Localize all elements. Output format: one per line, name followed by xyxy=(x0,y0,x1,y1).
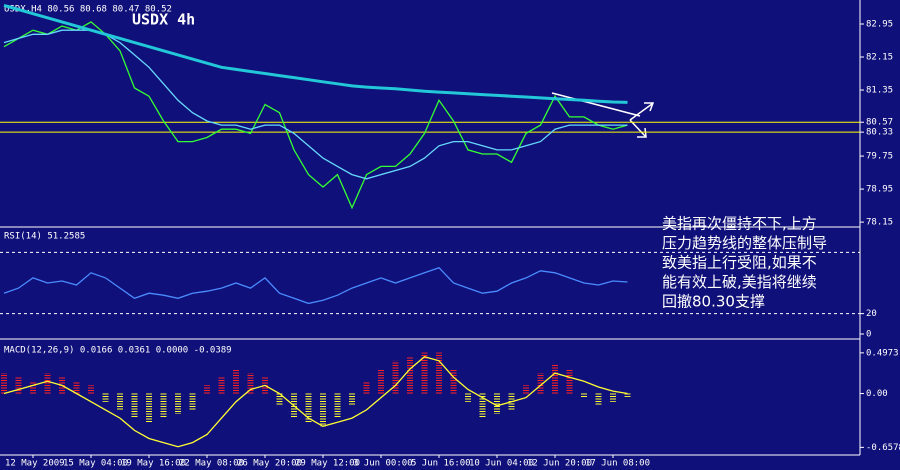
annotation: 压力趋势线的整体压制导 xyxy=(662,234,827,252)
annotation: 美指再次僵持不下,上方 xyxy=(662,215,817,233)
annotation: 回撤80.30支撑 xyxy=(662,293,765,311)
annotation: 能有效上破,美指将继续 xyxy=(662,273,817,291)
y-tick-label: 78.15 xyxy=(866,218,893,228)
x-tick-label: 26 May 20:00 xyxy=(237,459,302,469)
x-tick-label: 19 May 16:00 xyxy=(121,459,186,469)
trendline xyxy=(551,92,655,138)
x-tick-label: 15 May 04:00 xyxy=(63,459,128,469)
x-tick-label: 29 May 12:00 xyxy=(295,459,360,469)
annotation: 致美指上行受阻,如果不 xyxy=(662,254,817,272)
y-tick-label: 79.75 xyxy=(866,152,893,162)
x-tick-label: 5 Jun 16:00 xyxy=(411,459,471,469)
series-line xyxy=(3,355,628,448)
y-tick-label: 78.95 xyxy=(866,185,893,195)
y-tick-label: 81.35 xyxy=(866,86,893,96)
x-tick-label: 17 Jun 08:00 xyxy=(585,459,650,469)
x-tick-label: 12 May 2009 xyxy=(5,459,65,469)
y-tick-label: 0.4973 xyxy=(866,348,899,358)
rsi-title: RSI(14) 51.2585 xyxy=(4,232,85,242)
y-tick-label: 0.00 xyxy=(866,389,888,399)
macd-title: MACD(12,26,9) 0.0166 0.0361 0.0000 -0.03… xyxy=(4,346,232,356)
price-title: USDX,H4 80.56 80.68 80.47 80.52 xyxy=(4,5,172,15)
series-line xyxy=(3,21,628,210)
x-tick-label: 12 Jun 20:00 xyxy=(527,459,592,469)
y-tick-label: 80.33 xyxy=(866,128,893,138)
series-line xyxy=(3,3,628,104)
x-tick-label: 3 Jun 00:00 xyxy=(353,459,413,469)
y-tick-label: 82.95 xyxy=(866,19,893,29)
series-line xyxy=(3,266,628,305)
y-tick-label: 80.57 xyxy=(866,118,893,128)
frame xyxy=(0,0,861,456)
y-tick-label: -0.6578 xyxy=(866,443,900,453)
symbol-label: USDX 4h xyxy=(132,11,195,29)
x-tick-label: 10 Jun 04:00 xyxy=(469,459,534,469)
y-tick-label: 82.15 xyxy=(866,53,893,63)
y-tick-label: 20 xyxy=(866,309,877,319)
y-tick-label: 0 xyxy=(866,330,871,340)
x-tick-label: 22 May 08:00 xyxy=(179,459,244,469)
